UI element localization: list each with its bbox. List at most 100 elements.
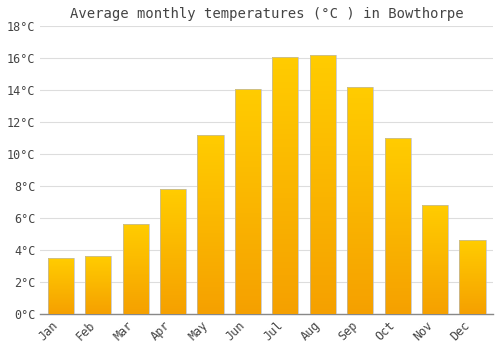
Bar xyxy=(347,178,374,180)
Bar xyxy=(198,153,224,155)
Bar xyxy=(122,261,149,262)
Bar xyxy=(347,184,374,187)
Bar xyxy=(235,309,261,312)
Bar xyxy=(85,311,112,312)
Bar xyxy=(198,253,224,255)
Bar xyxy=(122,262,149,263)
Bar xyxy=(235,167,261,170)
Bar xyxy=(422,271,448,272)
Bar xyxy=(272,252,298,255)
Bar xyxy=(272,88,298,90)
Bar xyxy=(272,196,298,198)
Bar xyxy=(347,117,374,119)
Bar xyxy=(310,260,336,262)
Bar xyxy=(198,219,224,221)
Bar xyxy=(272,80,298,82)
Bar xyxy=(198,214,224,216)
Bar xyxy=(198,137,224,139)
Bar xyxy=(160,306,186,308)
Bar xyxy=(422,258,448,260)
Bar xyxy=(160,222,186,223)
Bar xyxy=(384,307,410,309)
Bar xyxy=(310,270,336,272)
Bar xyxy=(48,303,74,304)
Bar xyxy=(384,209,410,210)
Bar xyxy=(122,272,149,273)
Bar xyxy=(198,269,224,271)
Bar xyxy=(422,276,448,277)
Bar xyxy=(460,262,485,263)
Bar xyxy=(235,100,261,102)
Bar xyxy=(122,235,149,236)
Bar xyxy=(235,291,261,294)
Bar xyxy=(85,284,112,285)
Bar xyxy=(310,309,336,311)
Bar xyxy=(272,257,298,260)
Bar xyxy=(384,247,410,249)
Bar xyxy=(235,172,261,174)
Bar xyxy=(198,267,224,269)
Bar xyxy=(384,138,410,314)
Bar xyxy=(122,233,149,234)
Bar xyxy=(272,265,298,268)
Bar xyxy=(384,193,410,194)
Bar xyxy=(272,260,298,262)
Bar xyxy=(122,293,149,294)
Bar xyxy=(384,159,410,161)
Bar xyxy=(160,312,186,313)
Bar xyxy=(272,283,298,286)
Bar xyxy=(272,278,298,280)
Bar xyxy=(85,256,112,257)
Bar xyxy=(122,281,149,282)
Bar xyxy=(48,281,74,282)
Bar xyxy=(422,275,448,276)
Bar xyxy=(310,275,336,278)
Bar xyxy=(85,297,112,298)
Bar xyxy=(422,311,448,312)
Bar xyxy=(235,170,261,172)
Bar xyxy=(235,280,261,282)
Bar xyxy=(460,312,485,313)
Bar xyxy=(272,239,298,242)
Bar xyxy=(235,248,261,251)
Bar xyxy=(347,162,374,164)
Bar xyxy=(347,121,374,123)
Bar xyxy=(347,296,374,298)
Bar xyxy=(310,262,336,265)
Bar xyxy=(310,91,336,94)
Bar xyxy=(272,162,298,165)
Bar xyxy=(122,258,149,259)
Bar xyxy=(310,55,336,58)
Bar xyxy=(422,266,448,267)
Bar xyxy=(198,276,224,278)
Bar xyxy=(85,268,112,269)
Bar xyxy=(272,229,298,232)
Bar xyxy=(122,253,149,254)
Bar xyxy=(422,295,448,296)
Bar xyxy=(48,286,74,287)
Bar xyxy=(460,310,485,311)
Bar xyxy=(384,221,410,223)
Bar xyxy=(198,290,224,292)
Bar xyxy=(272,221,298,224)
Bar xyxy=(460,297,485,298)
Bar xyxy=(160,264,186,265)
Bar xyxy=(48,313,74,314)
Bar xyxy=(310,99,336,102)
Bar xyxy=(48,287,74,288)
Bar xyxy=(347,100,374,103)
Bar xyxy=(384,258,410,259)
Bar xyxy=(347,191,374,194)
Bar xyxy=(310,301,336,303)
Bar xyxy=(160,252,186,253)
Bar xyxy=(460,287,485,288)
Bar xyxy=(347,300,374,302)
Bar xyxy=(198,197,224,199)
Bar xyxy=(347,196,374,198)
Bar xyxy=(48,273,74,274)
Bar xyxy=(422,250,448,251)
Bar xyxy=(460,270,485,271)
Bar xyxy=(384,277,410,279)
Bar xyxy=(85,277,112,278)
Bar xyxy=(422,288,448,289)
